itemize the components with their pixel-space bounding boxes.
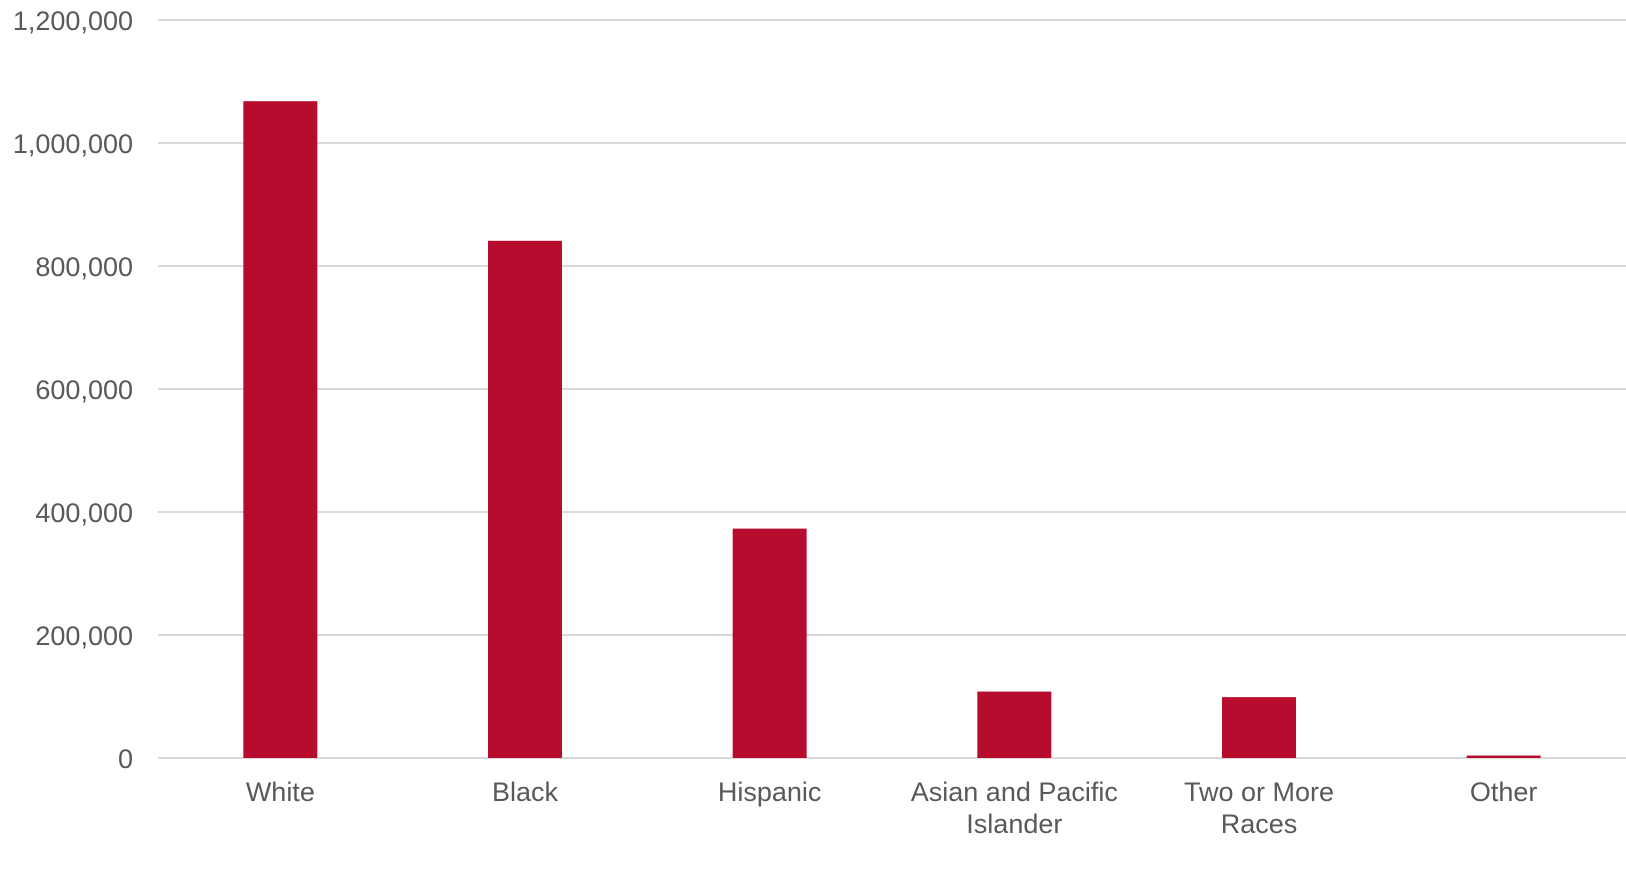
y-axis-tick-labels: 0 200,000 400,000 600,000 800,000 1,000,000 1,…: [13, 6, 133, 774]
bar-other: [1466, 755, 1541, 758]
x-category-label-line: Races: [1221, 809, 1298, 839]
y-tick-label: 200,000: [35, 621, 133, 651]
x-category-label: Asian and Pacific Islander: [911, 777, 1118, 839]
bar-asian-and-pacific-islander: [977, 691, 1052, 758]
x-category-label: Two or More Races: [1184, 777, 1334, 839]
x-axis-category-labels: White Black Hispanic Asian and Pacific Islan…: [246, 777, 1538, 839]
x-category-label: Black: [492, 777, 559, 807]
x-category-label-line: Two or More: [1184, 777, 1334, 807]
y-tick-label: 800,000: [35, 252, 133, 282]
x-category-label: Hispanic: [718, 777, 822, 807]
x-category-label: White: [246, 777, 315, 807]
bars: [243, 101, 1541, 759]
x-category-label-line: Hispanic: [718, 777, 822, 807]
bar-white: [243, 101, 318, 759]
x-category-label-line: Asian and Pacific: [911, 777, 1118, 807]
gridlines: [158, 19, 1626, 759]
x-category-label-line: Black: [492, 777, 559, 807]
y-tick-label: 400,000: [35, 498, 133, 528]
y-tick-label: 0: [118, 744, 133, 774]
x-category-label-line: Other: [1470, 777, 1538, 807]
x-category-label-line: Islander: [966, 809, 1062, 839]
bar-hispanic: [732, 528, 807, 758]
y-tick-label: 1,200,000: [13, 6, 133, 36]
y-tick-label: 1,000,000: [13, 129, 133, 159]
y-tick-label: 600,000: [35, 375, 133, 405]
bar-two-or-more-races: [1222, 697, 1296, 758]
bar-black: [488, 240, 562, 758]
x-category-label-line: White: [246, 777, 315, 807]
x-category-label: Other: [1470, 777, 1538, 807]
